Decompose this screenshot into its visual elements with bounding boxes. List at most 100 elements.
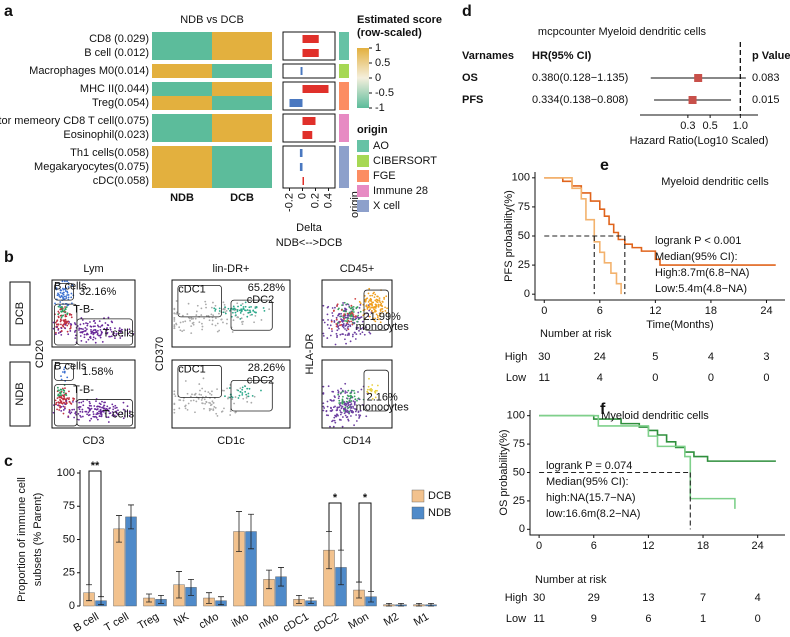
row-label: CD8 (0.029) — [89, 33, 149, 45]
event-dot — [85, 341, 88, 343]
event-dot — [109, 407, 111, 409]
event-dot — [204, 402, 207, 405]
y-axis-label: Proportion of immune cell — [16, 477, 28, 602]
event-dot — [346, 312, 349, 315]
event-dot — [352, 314, 355, 316]
event-dot — [239, 312, 242, 314]
annotation: Median(95% CI): — [655, 251, 738, 263]
event-dot — [381, 310, 384, 313]
event-dot — [100, 330, 103, 333]
event-dot — [199, 389, 201, 392]
event-dot — [342, 326, 345, 329]
event-dot — [223, 303, 226, 306]
event-dot — [74, 334, 77, 337]
event-dot — [78, 408, 81, 411]
event-dot — [203, 398, 206, 401]
event-dot — [226, 387, 228, 390]
event-dot — [359, 310, 362, 313]
event-dot — [357, 326, 359, 329]
event-dot — [344, 390, 347, 393]
error-bar — [266, 569, 272, 590]
event-dot — [366, 308, 369, 310]
event-dot — [78, 329, 80, 331]
event-dot — [69, 412, 72, 415]
event-dot — [74, 412, 77, 415]
event-dot — [109, 412, 112, 414]
event-dot — [60, 330, 63, 332]
event-dot — [369, 389, 372, 392]
event-dot — [62, 323, 65, 326]
row-label: B cell (0.012) — [84, 47, 149, 59]
event-dot — [241, 323, 244, 326]
event-dot — [240, 317, 243, 320]
event-dot — [364, 300, 367, 303]
event-dot — [367, 385, 370, 388]
event-dot — [114, 407, 117, 410]
delta-frame — [282, 81, 336, 111]
risk-count: 3 — [763, 351, 769, 363]
event-dot — [64, 327, 67, 330]
event-dot — [323, 321, 326, 324]
event-dot — [379, 310, 382, 312]
event-dot — [127, 332, 130, 335]
event-dot — [381, 308, 384, 310]
event-dot — [337, 327, 340, 330]
x-tick-label: iMo — [230, 611, 251, 630]
event-dot — [119, 337, 122, 339]
event-dot — [341, 399, 344, 402]
risk-count: 6 — [645, 613, 651, 625]
event-dot — [374, 391, 377, 394]
event-dot — [339, 413, 342, 416]
event-dot — [128, 328, 131, 331]
event-dot — [122, 401, 125, 404]
gate — [54, 282, 74, 301]
event-dot — [240, 304, 242, 307]
event-dot — [361, 331, 364, 334]
event-dot — [354, 408, 356, 410]
event-dot — [241, 393, 244, 396]
event-dot — [346, 322, 349, 324]
event-dot — [338, 402, 341, 404]
event-dot — [97, 325, 100, 328]
event-dot — [182, 321, 184, 323]
event-dot — [250, 305, 252, 308]
survival-curve — [544, 177, 622, 295]
row-box — [9, 281, 31, 346]
event-dot — [81, 408, 84, 411]
event-dot — [374, 396, 377, 399]
event-dot — [358, 417, 360, 419]
event-dot — [340, 312, 342, 315]
gate-label: monocytes — [356, 402, 410, 414]
legend-swatch — [357, 170, 369, 182]
event-dot — [376, 295, 379, 298]
event-dot — [210, 306, 213, 309]
event-dot — [191, 393, 193, 396]
risk-count: 24 — [594, 351, 606, 363]
event-dot — [341, 405, 344, 408]
event-dot — [115, 406, 118, 409]
error-bar — [116, 515, 122, 543]
heat-cell — [212, 46, 272, 60]
event-dot — [377, 305, 380, 308]
event-dot — [248, 387, 251, 390]
event-dot — [216, 330, 219, 333]
event-dot — [62, 293, 65, 296]
annotation: Median(95% CI): — [546, 476, 629, 488]
colorbar-tick-label: 0.5 — [375, 57, 390, 69]
event-dot — [354, 316, 356, 318]
event-dot — [173, 393, 176, 396]
event-dot — [80, 331, 83, 334]
significance-bracket — [358, 502, 372, 592]
delta-bar — [300, 67, 303, 75]
event-dot — [346, 405, 349, 408]
gate-label: monocytes — [356, 321, 410, 333]
gate-label: 21.99% — [364, 311, 402, 323]
event-dot — [340, 391, 343, 394]
event-dot — [80, 339, 83, 342]
event-dot — [64, 319, 67, 321]
event-dot — [249, 314, 252, 317]
event-dot — [214, 324, 217, 327]
event-dot — [79, 410, 82, 413]
legend-swatch — [357, 140, 369, 152]
event-dot — [99, 409, 102, 412]
